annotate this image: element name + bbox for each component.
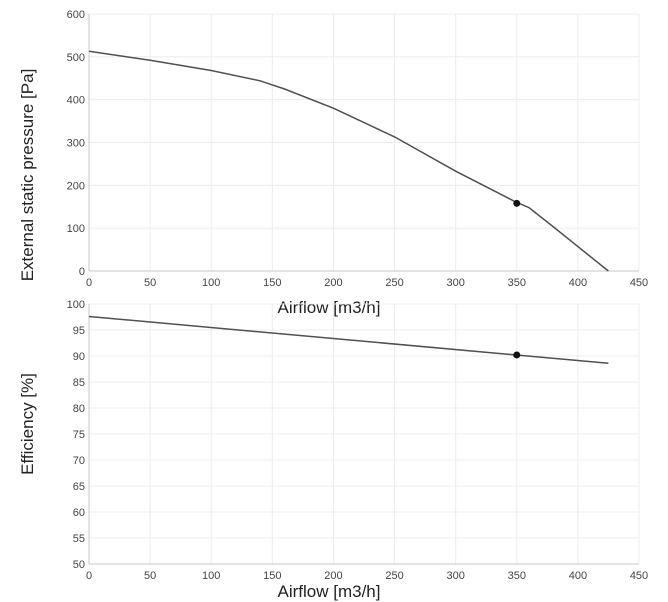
efficiency-x-tick-label: 200 [324, 570, 342, 582]
pressure-curve [88, 50, 609, 272]
pressure-x-tick-label: 450 [630, 277, 648, 289]
pressure-y-tick-label: 600 [67, 9, 85, 21]
efficiency-y-tick-label: 95 [73, 325, 85, 337]
pressure-y-tick-label: 200 [67, 180, 85, 192]
pressure-y-tick-label: 300 [67, 138, 85, 150]
pressure-y-axis-label: External static pressure [Pa] [18, 69, 37, 282]
efficiency-y-tick-label: 70 [73, 455, 85, 467]
pressure-x-tick-label: 50 [144, 277, 156, 289]
efficiency-y-tick-label: 90 [73, 351, 85, 363]
efficiency-y-tick-label: 55 [73, 533, 85, 545]
efficiency-x-tick-label: 0 [86, 570, 92, 582]
pressure-operating-point [513, 199, 521, 207]
pressure-x-tick-label: 300 [446, 277, 464, 289]
pressure-y-tick-label: 100 [67, 223, 85, 235]
efficiency-y-tick-label: 80 [73, 403, 85, 415]
efficiency-x-tick-label: 50 [144, 570, 156, 582]
efficiency-x-tick-label: 100 [202, 570, 220, 582]
efficiency-x-tick-label: 150 [263, 570, 281, 582]
efficiency-x-axis-label: Airflow [m3/h] [278, 582, 381, 601]
efficiency-x-tick-label: 300 [446, 570, 464, 582]
efficiency-y-tick-label: 60 [73, 507, 85, 519]
efficiency-y-tick-label: 65 [73, 481, 85, 493]
efficiency-y-tick-label: 100 [67, 299, 85, 311]
efficiency-operating-point [513, 351, 521, 359]
pressure-y-tick-label: 500 [67, 52, 85, 64]
efficiency-y-tick-label: 50 [73, 559, 85, 571]
efficiency-x-tick-label: 350 [508, 570, 526, 582]
efficiency-y-tick-label: 75 [73, 429, 85, 441]
efficiency-curve [88, 315, 609, 365]
pressure-x-tick-label: 200 [324, 277, 342, 289]
pressure-x-axis-label: Airflow [m3/h] [278, 298, 381, 317]
efficiency-x-tick-label: 450 [630, 570, 648, 582]
pressure-x-tick-label: 400 [569, 277, 587, 289]
pressure-x-tick-label: 0 [86, 277, 92, 289]
efficiency-chart: Efficiency [%] Airflow [m3/h] 0 50 100 150 2… [18, 299, 648, 601]
pressure-chart: External static pressure [Pa] Airflow [m… [18, 9, 648, 317]
pressure-y-tick-label: 400 [67, 95, 85, 107]
pressure-x-tick-label: 150 [263, 277, 281, 289]
pressure-x-tick-label: 100 [202, 277, 220, 289]
pressure-x-tick-label: 350 [508, 277, 526, 289]
efficiency-x-tick-label: 250 [385, 570, 403, 582]
efficiency-x-tick-label: 400 [569, 570, 587, 582]
efficiency-y-tick-label: 85 [73, 377, 85, 389]
pressure-x-tick-label: 250 [385, 277, 403, 289]
efficiency-y-axis-label: Efficiency [%] [18, 373, 37, 475]
pressure-y-tick-label: 0 [79, 266, 85, 278]
